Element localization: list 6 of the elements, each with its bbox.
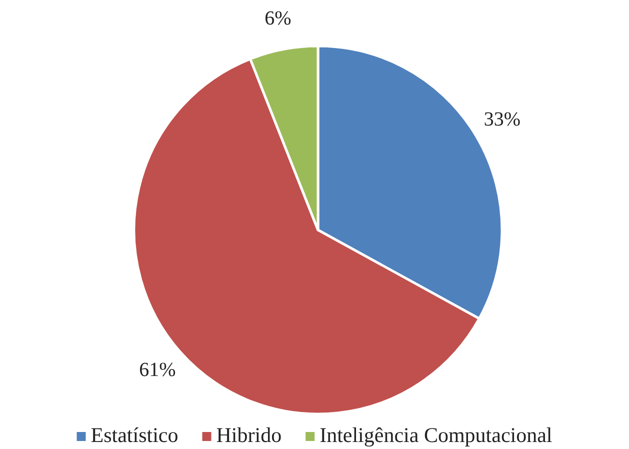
legend-label: Estatístico — [90, 422, 178, 447]
legend-label: Inteligência Computacional — [320, 422, 552, 447]
data-label: 33% — [484, 108, 521, 131]
data-label: 6% — [264, 7, 292, 30]
legend-label: Hibrido — [216, 422, 282, 447]
data-label: 61% — [139, 359, 176, 382]
